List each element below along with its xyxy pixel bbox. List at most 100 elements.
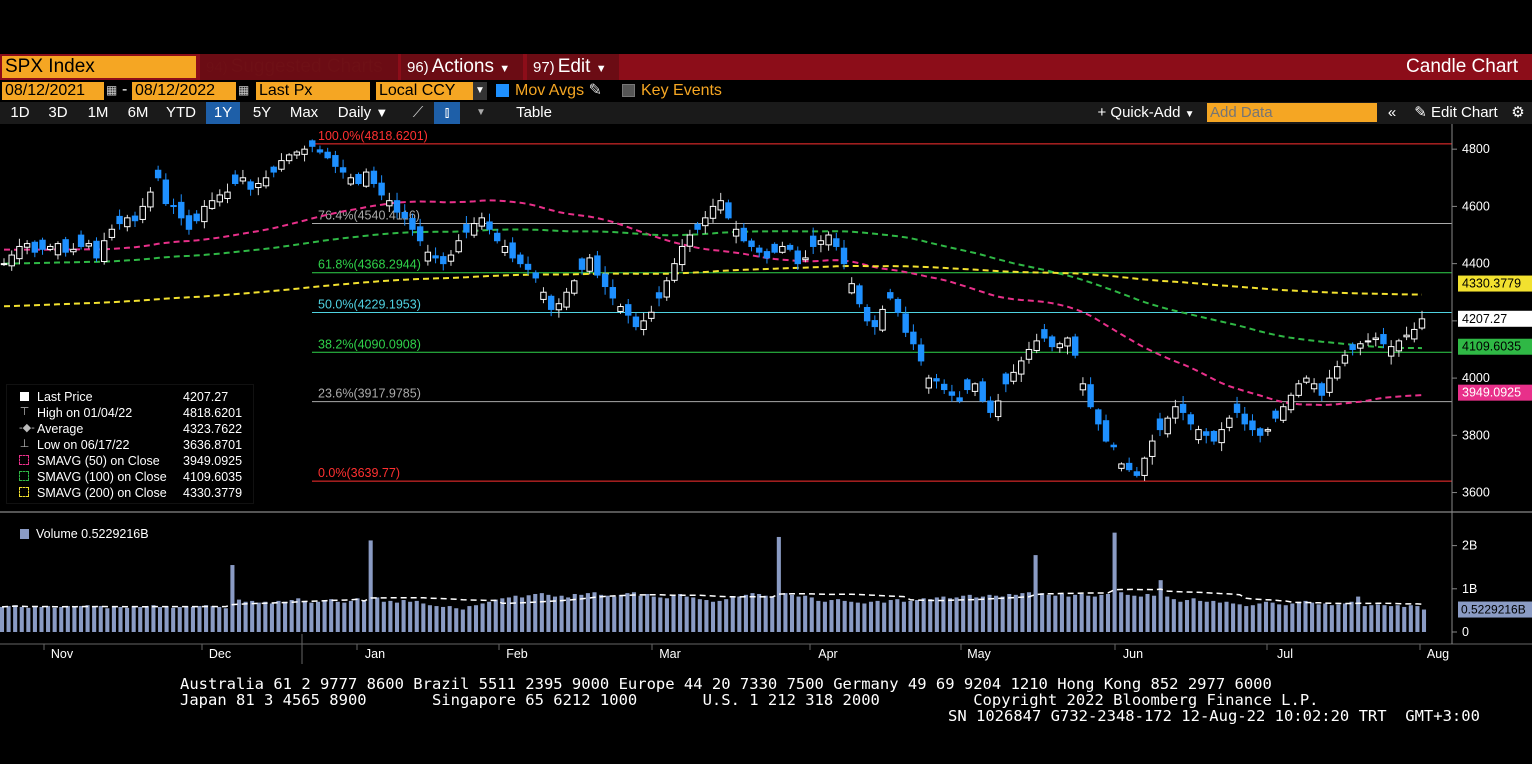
- volume-bar: [842, 600, 847, 632]
- edit-chart-button[interactable]: ✎ Edit Chart: [1408, 102, 1504, 124]
- candle: [1064, 337, 1071, 347]
- candle: [378, 182, 385, 196]
- volume-bar: [520, 597, 525, 632]
- period-1d[interactable]: 1D: [10, 104, 30, 121]
- candle-chart-icon[interactable]: ⫾: [434, 102, 460, 124]
- edit-menu[interactable]: 97) Edit ▼: [527, 54, 619, 80]
- fib-label: 50.0%(4229.1953): [318, 298, 421, 312]
- checkbox-checked-icon[interactable]: [496, 84, 509, 98]
- candle: [255, 183, 262, 189]
- volume-legend[interactable]: Volume 0.5229216B: [6, 524, 158, 544]
- volume-bar: [447, 606, 452, 632]
- legend-sma200[interactable]: SMAVG (200) on Close 4330.3779: [7, 485, 253, 501]
- add-data-input[interactable]: [1207, 103, 1377, 122]
- volume-bar: [355, 598, 360, 632]
- candle-chart[interactable]: 100.0%(4818.6201)76.4%(4540.4116)61.8%(4…: [0, 124, 1532, 664]
- volume-bar: [1296, 601, 1301, 632]
- volume-bar: [118, 606, 123, 632]
- key-events-toggle[interactable]: Key Events: [622, 80, 722, 102]
- mov-avgs-toggle[interactable]: Mov Avgs ✎: [496, 80, 602, 102]
- menu-number: 96): [407, 59, 429, 76]
- volume-bar: [13, 605, 18, 632]
- quick-add-button[interactable]: + Quick-Add ▼: [1090, 102, 1202, 124]
- period-5y[interactable]: 5Y: [252, 104, 272, 121]
- volume-bar: [921, 598, 926, 632]
- period-ytd[interactable]: YTD: [166, 104, 196, 121]
- candle: [216, 194, 223, 203]
- price-tag: [1458, 310, 1532, 327]
- volume-bar: [651, 596, 656, 632]
- legend-sma100[interactable]: SMAVG (100) on Close 4109.6035: [7, 469, 253, 485]
- start-date-field[interactable]: 08/12/2021: [2, 82, 104, 100]
- candle: [632, 316, 640, 328]
- volume-bar: [164, 606, 169, 632]
- period-3d[interactable]: 3D: [48, 104, 68, 121]
- suggested-charts-menu[interactable]: 94) Suggested Charts: [200, 54, 398, 80]
- pencil-icon[interactable]: ✎: [588, 82, 602, 99]
- candle: [23, 243, 31, 248]
- ticker-field[interactable]: SPX Index: [2, 56, 196, 78]
- candle: [694, 223, 701, 230]
- calendar-icon[interactable]: ▦: [238, 83, 250, 97]
- candle: [486, 221, 493, 230]
- sma200-swatch-icon: [19, 487, 29, 497]
- price-field[interactable]: Last Px: [256, 82, 370, 100]
- legend-high[interactable]: ⊤ High on 01/04/22 4818.6201: [7, 405, 253, 421]
- chevron-down-icon[interactable]: ▼: [476, 107, 486, 118]
- legend-average[interactable]: -◆- Average 4323.7622: [7, 421, 253, 437]
- chevron-down-icon[interactable]: ▼: [473, 82, 487, 100]
- volume-bar: [1389, 606, 1394, 632]
- currency-field[interactable]: Local CCY: [376, 82, 473, 100]
- legend-last-price[interactable]: Last Price 4207.27: [7, 389, 253, 405]
- gear-icon[interactable]: ⚙: [1511, 104, 1525, 121]
- end-date-field[interactable]: 08/12/2022: [132, 82, 236, 100]
- volume-bar: [506, 597, 511, 632]
- candle: [586, 257, 593, 272]
- volume-bar: [618, 594, 623, 632]
- volume-bar: [1329, 605, 1334, 632]
- volume-bar: [1026, 592, 1032, 632]
- legend-low[interactable]: ⊥ Low on 06/17/22 3636.8701: [7, 437, 253, 453]
- period-max[interactable]: Max: [289, 104, 319, 121]
- volume-bar: [1079, 593, 1084, 632]
- candle: [532, 272, 539, 279]
- moving-averages: [3, 199, 1423, 407]
- volume-bar: [1007, 593, 1012, 632]
- period-6m[interactable]: 6M: [127, 104, 149, 121]
- volume-bar: [230, 565, 235, 632]
- candle: [16, 245, 23, 260]
- candle: [424, 251, 432, 262]
- volume-bar: [125, 607, 130, 632]
- sma100-swatch-icon: [19, 471, 29, 481]
- calendar-icon[interactable]: ▦: [106, 83, 118, 97]
- x-month-label: Nov: [51, 647, 74, 661]
- quick-add-label: + Quick-Add: [1097, 104, 1181, 121]
- candle: [231, 174, 239, 185]
- legend-sma50[interactable]: SMAVG (50) on Close 3949.0925: [7, 453, 253, 469]
- fib-label: 23.6%(3917.9785): [318, 387, 421, 401]
- toolbar: [0, 102, 1532, 124]
- chart-grid: [0, 511, 1532, 645]
- price-tag: [1458, 384, 1532, 401]
- volume-bar: [645, 593, 650, 632]
- period-1m[interactable]: 1M: [87, 104, 109, 121]
- volume-bar: [394, 602, 400, 632]
- volume-bar: [283, 601, 288, 632]
- volume-bar: [658, 597, 663, 632]
- volume-bar: [895, 599, 900, 632]
- checkbox-icon[interactable]: [622, 84, 635, 98]
- candle: [70, 248, 77, 253]
- candle: [1264, 429, 1272, 432]
- candle: [1334, 366, 1341, 379]
- table-button[interactable]: Table: [516, 104, 552, 121]
- candle: [470, 223, 478, 236]
- line-chart-icon[interactable]: ⟋: [412, 104, 424, 121]
- actions-menu[interactable]: 96) Actions ▼: [401, 54, 523, 80]
- candle: [879, 308, 886, 331]
- volume-bar: [1040, 593, 1045, 632]
- frequency-dropdown[interactable]: Daily ▼: [332, 102, 394, 124]
- legend-label: Average: [37, 422, 84, 436]
- period-1y[interactable]: 1Y: [206, 102, 240, 124]
- volume-bar: [217, 606, 222, 632]
- collapse-icon[interactable]: «: [1387, 104, 1397, 121]
